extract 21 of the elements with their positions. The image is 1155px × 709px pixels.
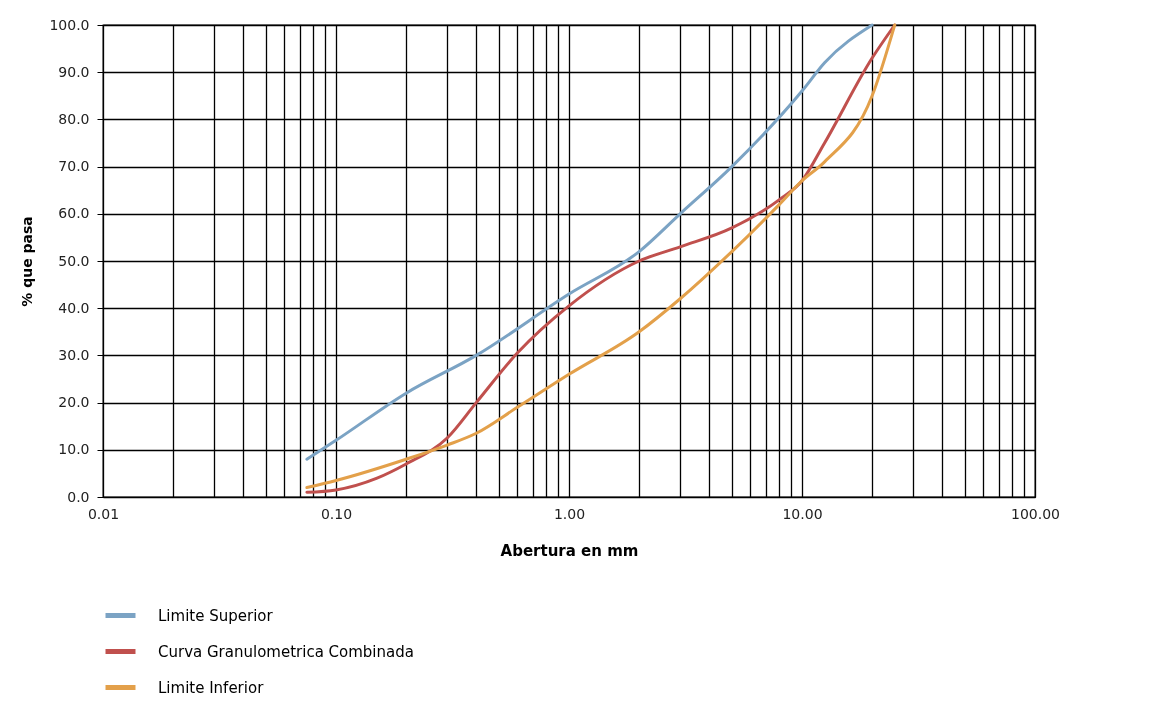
legend-label: Limite Inferior	[158, 678, 265, 697]
x-tick-label: 0.10	[320, 505, 353, 522]
x-axis-title: Abertura en mm	[500, 541, 639, 560]
x-tick-label: 0.01	[87, 505, 120, 522]
y-tick-label: 10.0	[58, 441, 90, 458]
legend-label: Curva Granulometrica Combinada	[158, 642, 414, 661]
y-tick-label: 100.0	[49, 16, 90, 33]
y-axis-title: % que pasa	[19, 216, 36, 307]
y-tick-label: 20.0	[58, 394, 90, 411]
legend-label: Limite Superior	[158, 606, 274, 625]
y-tick-label: 80.0	[58, 110, 90, 127]
x-tick-label: 1.00	[553, 505, 586, 522]
y-tick-label: 30.0	[58, 346, 90, 363]
x-tick-label: 10.00	[782, 505, 823, 522]
y-tick-label: 40.0	[58, 299, 90, 316]
y-tick-label: 70.0	[58, 158, 90, 175]
x-tick-label: 100.00	[1011, 505, 1060, 522]
y-tick-label: 50.0	[58, 252, 90, 269]
y-tick-label: 0.0	[67, 488, 90, 505]
y-tick-label: 90.0	[58, 63, 90, 80]
y-tick-label: 60.0	[58, 205, 90, 222]
